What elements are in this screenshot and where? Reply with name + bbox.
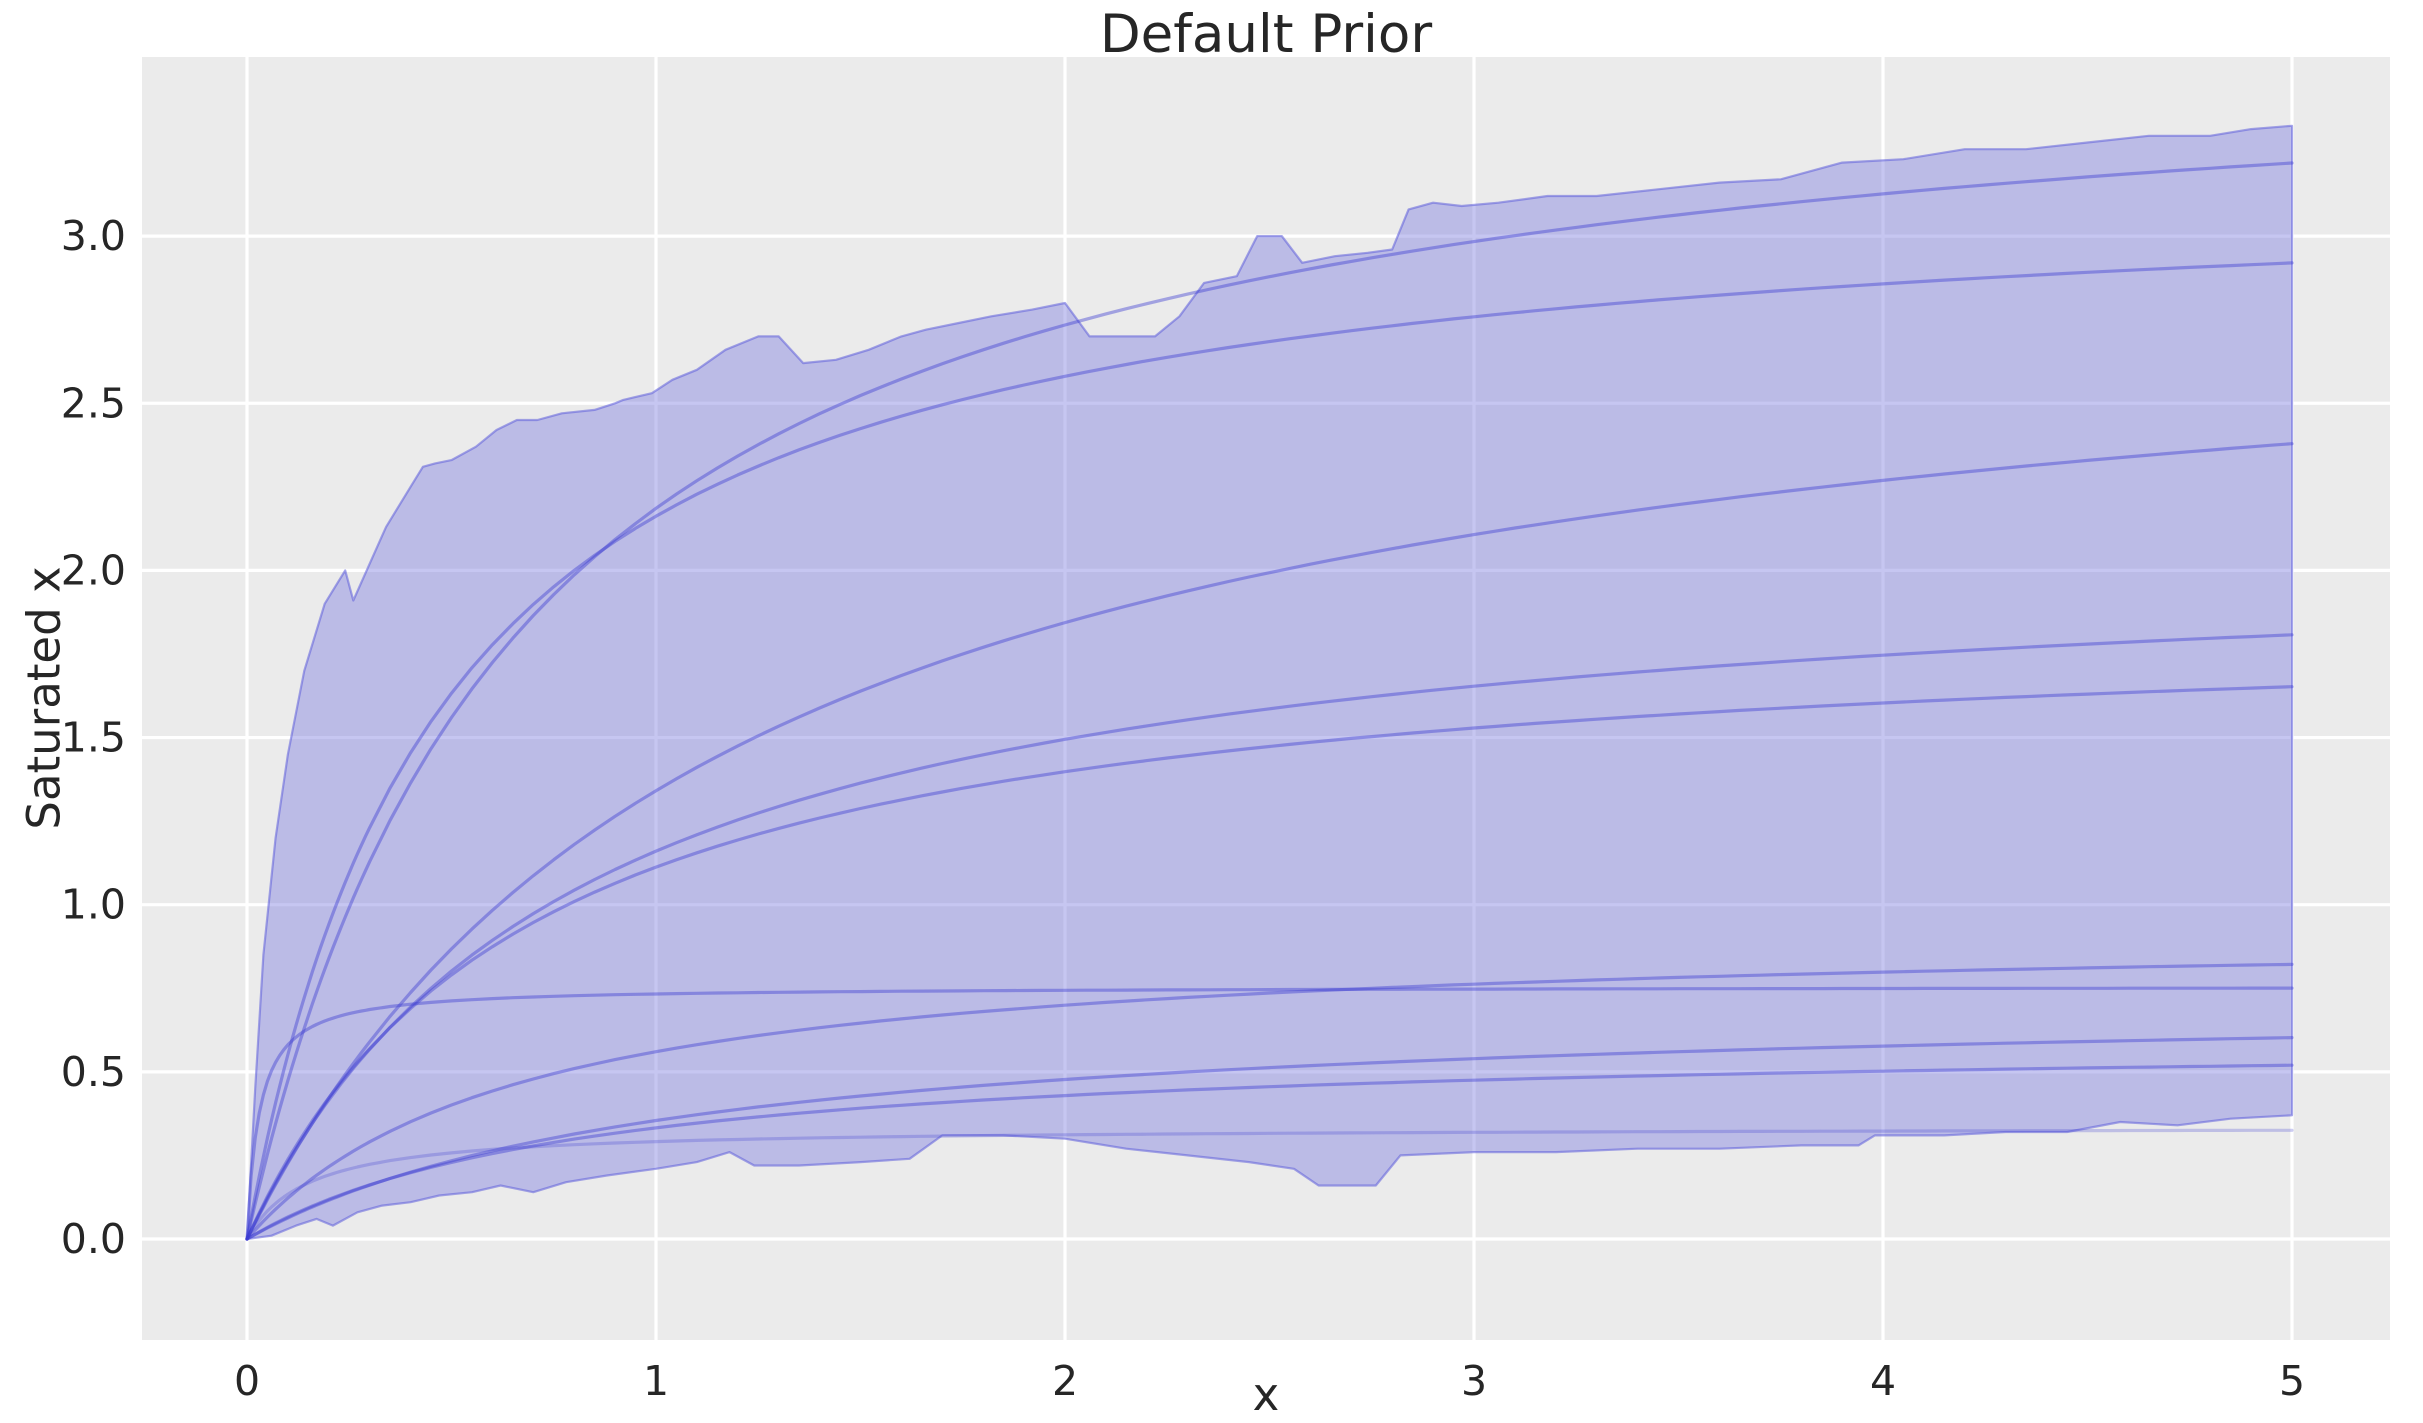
y-tick-label: 2.5 — [61, 379, 126, 427]
x-tick-label: 2 — [1052, 1357, 1078, 1405]
sample-curve — [245, 442, 2294, 1241]
sample-curve — [245, 261, 2294, 1241]
chart-title: Default Prior — [1099, 4, 1433, 65]
sample-curve — [245, 161, 2294, 1241]
sample-curve — [245, 685, 2294, 1241]
sample-curve-faint — [245, 1128, 2294, 1241]
y-tick-label: 1.0 — [61, 881, 126, 929]
x-tick-label: 3 — [1461, 1357, 1487, 1405]
sample-curve — [245, 633, 2294, 1241]
y-tick-label: 2.0 — [61, 546, 126, 594]
y-axis-label: Saturated x — [17, 566, 71, 830]
uncertainty-band — [245, 124, 2294, 1241]
x-tick-label: 1 — [643, 1357, 669, 1405]
y-tick-label: 0.5 — [61, 1048, 126, 1096]
plot-area — [142, 57, 2390, 1340]
x-tick-label: 5 — [2279, 1357, 2305, 1405]
x-tick-label: 0 — [234, 1357, 260, 1405]
sample-curve — [245, 1063, 2294, 1241]
x-tick-label: 4 — [1870, 1357, 1896, 1405]
sample-curve — [245, 1036, 2294, 1241]
y-tick-label: 0.0 — [61, 1215, 126, 1263]
y-tick-label: 1.5 — [61, 714, 126, 762]
y-tick-label: 3.0 — [61, 212, 126, 260]
x-axis-label: x — [1252, 1368, 1280, 1421]
sample-curve — [245, 986, 2294, 1241]
sample-curve — [245, 962, 2294, 1241]
